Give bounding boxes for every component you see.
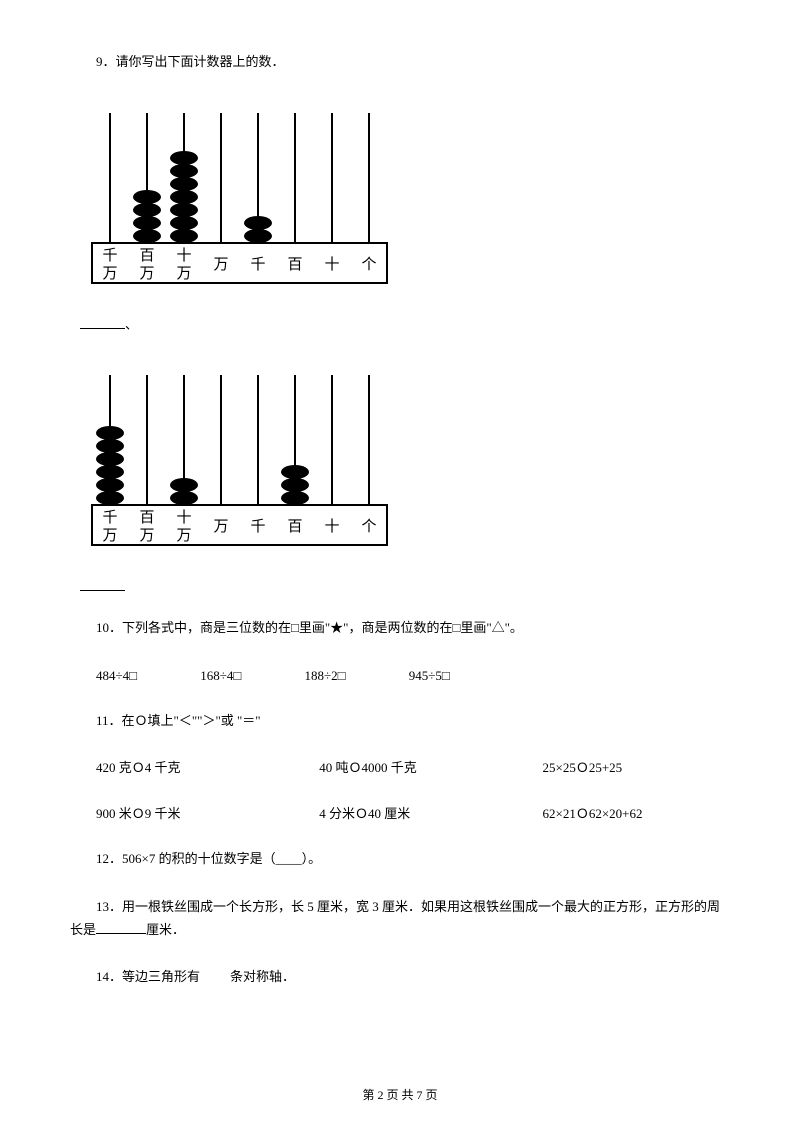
q11-text: 11．在Ｏ填上"＜""＞"或 "＝" [96,713,261,728]
q11-item-1-0: 900 米Ｏ9 千米 [96,802,256,825]
svg-text:十: 十 [176,509,191,526]
blank-underline-1 [80,317,125,329]
blank-1: 、 [80,313,730,336]
q9-text: 9．请你写出下面计数器上的数． [96,54,285,69]
svg-text:万: 万 [213,257,228,273]
q11-item-0-0: 420 克Ｏ4 千克 [96,756,256,779]
svg-text:万: 万 [213,519,228,535]
svg-text:千: 千 [250,256,265,273]
question-14: 14．等边三角形有 条对称轴． [70,965,730,988]
abacus-2: 千万百万十万万千百十个 [80,355,390,555]
svg-text:万: 万 [139,266,154,282]
q14-suffix: 条对称轴． [230,969,295,984]
q12-text: 12．506×7 的积的十位数字是（____）。 [96,851,321,866]
q10-expr-3: 945÷5□ [409,664,450,687]
question-9: 9．请你写出下面计数器上的数． [70,50,730,73]
q14-prefix: 14．等边三角形有 [96,969,200,984]
page-footer: 第 2 页 共 7 页 [0,1085,800,1107]
q10-expr-1: 168÷4□ [200,664,241,687]
svg-text:百: 百 [287,257,302,273]
question-11: 11．在Ｏ填上"＜""＞"或 "＝" [70,709,730,732]
svg-text:十: 十 [324,518,339,535]
abacus-1: 千万百万十万万千百十个 [80,93,390,293]
svg-text:百: 百 [287,519,302,535]
svg-text:百: 百 [139,510,154,526]
q13-suffix: 厘米． [146,922,185,937]
q11-item-1-2: 62×21Ｏ62×20+62 [543,802,643,825]
q11-item-0-1: 40 吨Ｏ4000 千克 [319,756,479,779]
svg-text:万: 万 [176,528,191,544]
question-12: 12．506×7 的积的十位数字是（____）。 [70,847,730,870]
q13-blank [96,922,146,934]
svg-text:十: 十 [176,247,191,264]
svg-text:千: 千 [102,247,117,264]
q11-row-0: 420 克Ｏ4 千克 40 吨Ｏ4000 千克 25×25Ｏ25+25 [70,756,730,779]
svg-text:万: 万 [176,266,191,282]
abacus-2-container: 千万百万十万万千百十个 [80,355,730,555]
q10-expr-0: 484÷4□ [96,664,137,687]
blank-underline-2 [80,579,125,591]
svg-text:百: 百 [139,248,154,264]
footer-text: 第 2 页 共 7 页 [362,1088,437,1102]
blank-2 [80,575,730,598]
q10-expressions: 484÷4□ 168÷4□ 188÷2□ 945÷5□ [70,664,730,687]
separator-1: 、 [125,317,138,332]
abacus-1-container: 千万百万十万万千百十个 [80,93,730,293]
svg-text:万: 万 [102,266,117,282]
svg-text:个: 个 [361,256,376,273]
svg-text:万: 万 [102,528,117,544]
svg-text:千: 千 [102,509,117,526]
question-10: 10．下列各式中，商是三位数的在□里画"★"，商是两位数的在□里画"△"。 [70,616,730,639]
q11-item-0-2: 25×25Ｏ25+25 [543,756,623,779]
q10-expr-2: 188÷2□ [305,664,346,687]
q10-text: 10．下列各式中，商是三位数的在□里画"★"，商是两位数的在□里画"△"。 [96,620,523,635]
q11-row-1: 900 米Ｏ9 千米 4 分米Ｏ40 厘米 62×21Ｏ62×20+62 [70,802,730,825]
svg-text:万: 万 [139,528,154,544]
q11-item-1-1: 4 分米Ｏ40 厘米 [319,802,479,825]
question-13: 13．用一根铁丝围成一个长方形，长 5 厘米，宽 3 厘米．如果用这根铁丝围成一… [70,895,730,942]
svg-text:十: 十 [324,256,339,273]
svg-text:个: 个 [361,518,376,535]
svg-text:千: 千 [250,518,265,535]
